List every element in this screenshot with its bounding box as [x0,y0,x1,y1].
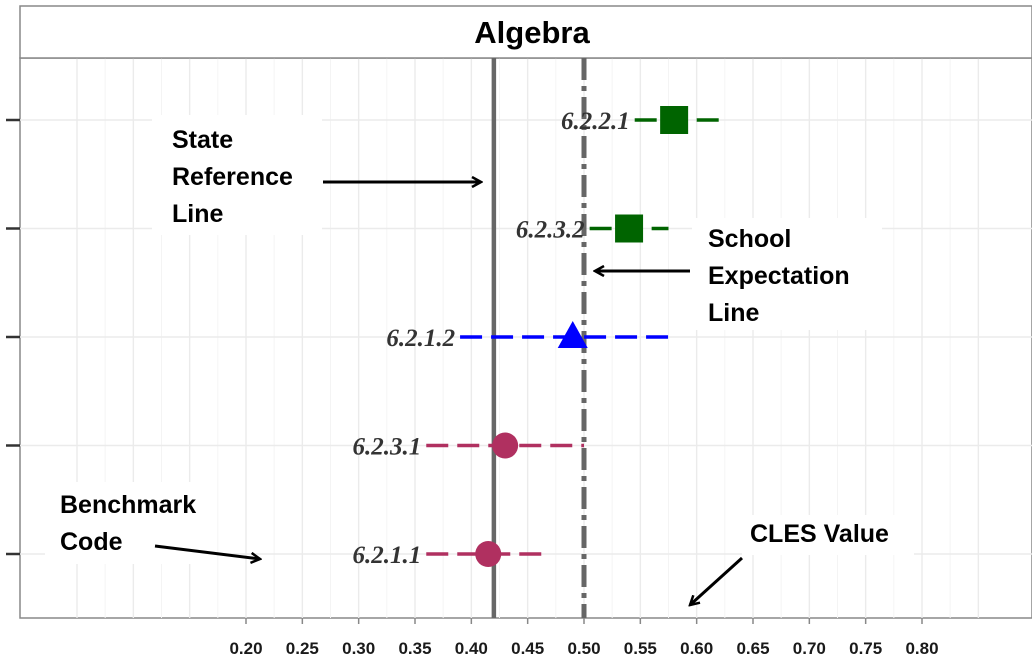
benchmark-code-line-1: Benchmark [60,491,196,519]
state-reference-annotation: State Reference Line [152,115,481,235]
title-strip [19,5,1032,59]
x-tick-label: 0.55 [624,639,657,658]
x-tick-label: 0.20 [229,639,262,658]
benchmark-code-annotation: Benchmark Code [45,482,260,564]
point-marker-triangle [557,321,588,348]
benchmark-code-label: 6.2.1.2 [386,325,455,352]
benchmark-code-label: 6.2.3.2 [516,217,585,244]
benchmark-code-label: 6.2.3.1 [353,434,422,461]
state-reference-line-1: State [172,126,233,154]
x-tick-label: 0.25 [286,639,319,658]
benchmark-code-label: 6.2.2.1 [561,108,630,135]
data-points: 6.2.2.1 6.2.3.2 6.2.1.2 6.2.3.1 6.2.1.1 [353,106,725,569]
x-tick-label: 0.35 [398,639,431,658]
axes: 0.20 0.25 0.30 0.35 0.40 0.45 0.50 0.55 0.60 0.65… [6,118,939,658]
school-expectation-annotation: School Expectation Line [595,218,882,330]
x-tick-label: 0.80 [905,639,938,658]
cles-value-label: CLES Value [750,520,889,548]
benchmark-code-label: 6.2.1.1 [353,542,422,569]
point-marker-circle [475,541,502,567]
benchmark-code-arrow [154,544,260,559]
point-marker-square [660,106,689,134]
chart-title: Algebra [474,15,590,50]
x-tick-label: 0.50 [567,639,600,658]
x-tick-label: 0.60 [680,639,713,658]
x-tick-label: 0.70 [793,639,826,658]
state-reference-line-2: Reference [172,163,293,191]
school-expectation-line-1: School [708,225,791,253]
point-marker-square [615,214,644,243]
point-marker-circle [492,432,519,459]
state-reference-line-3: Line [172,200,223,228]
school-expectation-line-2: Expectation [708,262,850,290]
benchmark-code-line-2: Code [60,528,123,556]
cles-value-arrow [690,556,744,605]
x-tick-label: 0.30 [342,639,375,658]
x-tick-label: 0.45 [511,639,544,658]
x-tick-label: 0.40 [455,639,488,658]
x-tick-label: 0.75 [849,639,882,658]
school-expectation-line-3: Line [708,299,759,327]
x-tick-label: 0.65 [736,639,769,658]
cles-value-annotation: CLES Value [690,515,914,605]
